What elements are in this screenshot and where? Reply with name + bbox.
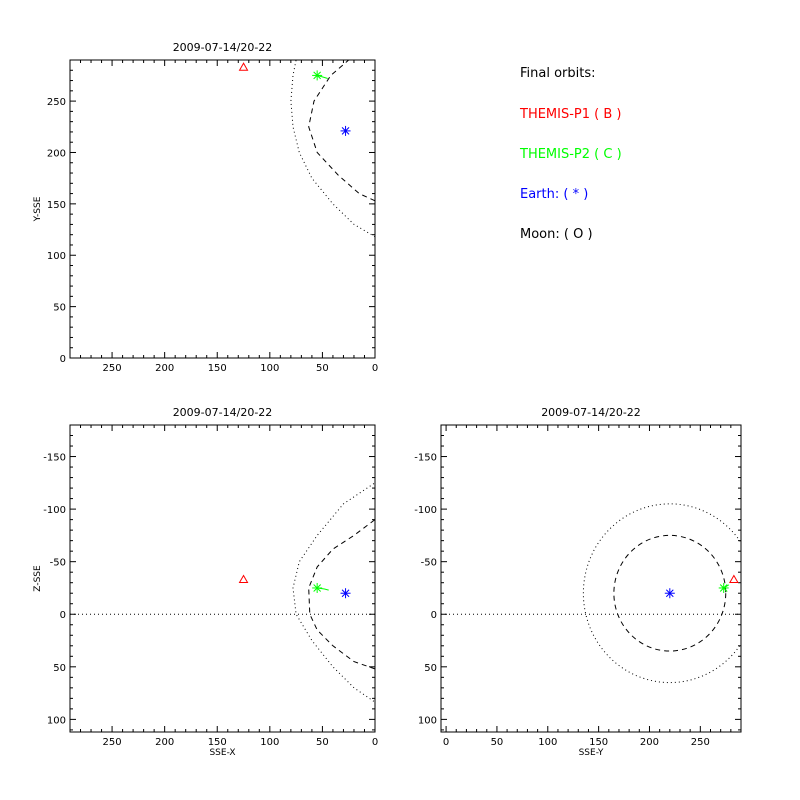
- marker-earth: [664, 588, 675, 599]
- bow-shock-curve: [308, 60, 375, 202]
- plot-area: [238, 60, 375, 238]
- panel-xy-plane: 2009-07-14/20-22 250 200 150 100 50 0 0 50 100 150…: [33, 41, 378, 374]
- x-tick-label: 100: [538, 737, 557, 748]
- x-tick-label: 200: [155, 737, 174, 748]
- x-tick-label: 50: [316, 737, 329, 748]
- y-tick-label: 100: [418, 715, 437, 726]
- marker-themis-p2: [312, 70, 323, 81]
- x-axis-label: SSE-X: [209, 748, 235, 758]
- y-tick-label: -100: [43, 505, 66, 516]
- plot-area: [441, 503, 741, 684]
- x-tick-label: 0: [372, 363, 378, 374]
- chart-title: 2009-07-14/20-22: [173, 406, 273, 419]
- x-tick-label: 0: [443, 737, 449, 748]
- legend-entry-themis-p2: THEMIS-P2 ( C ): [520, 147, 622, 162]
- y-axis-label: Y-SSE: [33, 196, 43, 222]
- marker-themis-p1: [238, 62, 249, 71]
- chart-title: 2009-07-14/20-22: [541, 406, 641, 419]
- y-tick-label: 150: [47, 200, 66, 211]
- legend-entry-moon: Moon: ( O ): [520, 227, 593, 242]
- y-tick-label: 50: [53, 663, 66, 674]
- marker-themis-p2: [312, 582, 323, 593]
- x-tick-label: 150: [208, 363, 227, 374]
- y-axis-label: Z-SSE: [33, 565, 43, 592]
- x-tick-label: 100: [260, 737, 279, 748]
- x-tick-label: 150: [208, 737, 227, 748]
- orbit-trail: [317, 74, 328, 79]
- asterisk-stroke: [665, 589, 674, 598]
- y-tick-label: 100: [47, 715, 66, 726]
- legend-entry-earth: Earth: ( * ): [520, 187, 589, 202]
- x-tick-label: 0: [372, 737, 378, 748]
- y-tick-label: -50: [421, 558, 437, 569]
- y-tick-label: 100: [47, 251, 66, 262]
- magnetopause-curve: [290, 60, 375, 238]
- asterisk-stroke: [341, 589, 350, 598]
- x-tick-label: 50: [491, 737, 504, 748]
- x-tick-label: 100: [260, 363, 279, 374]
- plot-area: [70, 482, 375, 703]
- y-tick-label: -50: [50, 558, 66, 569]
- legend-entry-themis-p1: THEMIS-P1 ( B ): [520, 107, 622, 122]
- y-tick-label: -150: [414, 453, 437, 464]
- bow-shock-circle: [613, 534, 727, 652]
- asterisk-stroke: [341, 127, 350, 135]
- x-tick-label: 200: [640, 737, 659, 748]
- asterisk-stroke: [313, 71, 322, 80]
- chart-title: 2009-07-14/20-22: [173, 41, 273, 54]
- panel-yz-plane: 2009-07-14/20-22 0 50 100 150 200 250 100 50 0 -50…: [414, 406, 742, 758]
- magnetopause-curve: [292, 482, 375, 703]
- y-tick-label: 0: [60, 610, 66, 621]
- y-tick-label: 200: [47, 148, 66, 159]
- asterisk-stroke: [719, 584, 728, 592]
- y-tick-label: 50: [53, 303, 66, 314]
- x-tick-label: 50: [316, 363, 329, 374]
- bow-shock-curve: [308, 519, 375, 670]
- x-tick-label: 250: [103, 737, 122, 748]
- y-tick-label: 0: [431, 610, 437, 621]
- panel-xz-plane: 2009-07-14/20-22 250 200 150 100 50 0 100 50 0 -50…: [33, 406, 378, 758]
- y-tick-label: -150: [43, 453, 66, 464]
- x-axis-label: SSE-Y: [579, 748, 604, 758]
- y-tick-label: 250: [47, 97, 66, 108]
- y-tick-label: 50: [424, 663, 437, 674]
- asterisk-stroke: [313, 584, 322, 592]
- marker-themis-p1: [729, 574, 739, 584]
- y-tick-label: -100: [414, 505, 437, 516]
- y-tick-label: 0: [60, 354, 66, 365]
- marker-earth: [340, 588, 351, 599]
- legend-title: Final orbits:: [520, 66, 596, 81]
- plot-frame: [69, 59, 376, 359]
- marker-themis-p2: [718, 582, 729, 593]
- x-tick-label: 250: [103, 363, 122, 374]
- x-tick-label: 150: [589, 737, 608, 748]
- plot-frame: [69, 424, 376, 733]
- marker-earth: [340, 125, 351, 136]
- x-tick-label: 200: [155, 363, 174, 374]
- x-tick-label: 250: [691, 737, 710, 748]
- plot-frame: [440, 424, 742, 733]
- marker-themis-p1: [238, 574, 249, 584]
